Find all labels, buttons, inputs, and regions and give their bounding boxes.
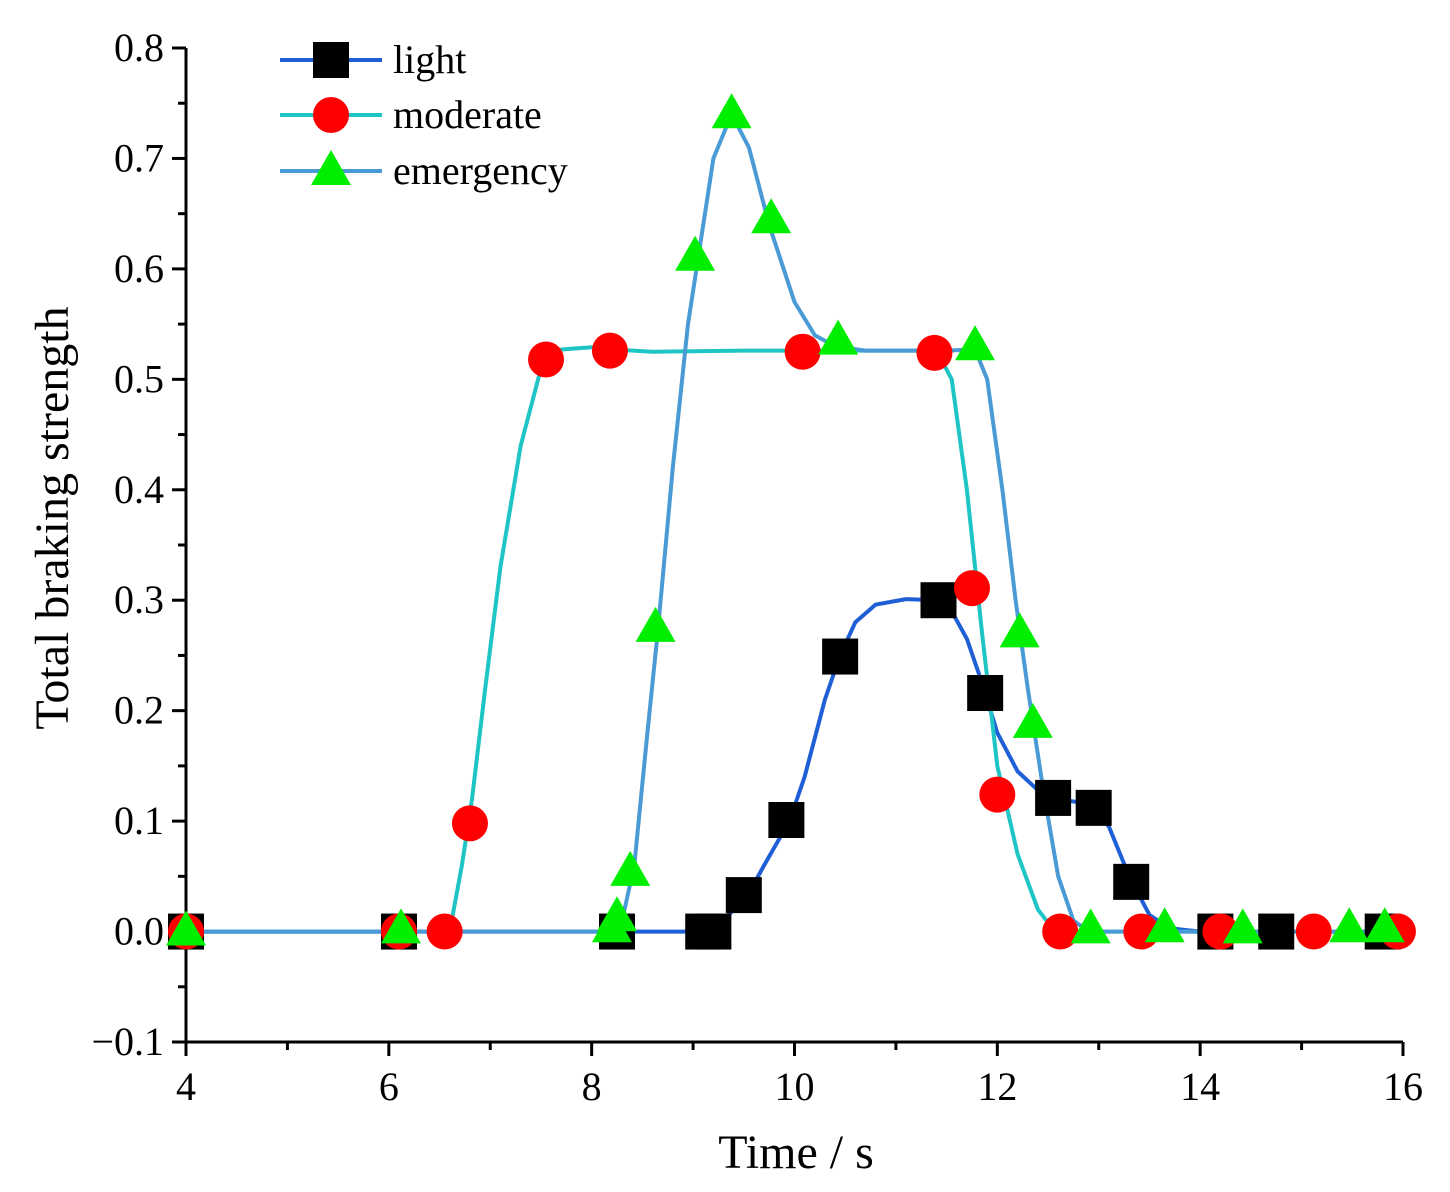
marker-emergency bbox=[166, 910, 206, 946]
marker-moderate bbox=[979, 776, 1016, 813]
marker-light bbox=[768, 802, 805, 839]
marker-moderate bbox=[451, 805, 488, 842]
legend-label-light: light bbox=[393, 37, 466, 82]
series-markers bbox=[166, 93, 1416, 950]
marker-light bbox=[695, 913, 732, 950]
y-tick-label: 0.7 bbox=[114, 135, 164, 180]
series-line-moderate bbox=[186, 345, 1403, 934]
marker-light bbox=[1258, 913, 1295, 950]
marker-emergency bbox=[675, 235, 716, 271]
x-axis-title: Time / s bbox=[718, 1126, 874, 1179]
marker-moderate bbox=[591, 332, 628, 369]
marker-emergency bbox=[751, 198, 792, 234]
y-tick-label: 0.5 bbox=[114, 356, 164, 401]
marker-emergency bbox=[1364, 907, 1405, 943]
marker-emergency bbox=[610, 850, 651, 886]
marker-moderate bbox=[1042, 913, 1079, 950]
y-tick-label: 0.1 bbox=[114, 798, 164, 843]
marker-light bbox=[967, 674, 1004, 711]
marker-light bbox=[1113, 863, 1150, 900]
marker-emergency bbox=[635, 606, 676, 642]
x-tick-label: 8 bbox=[582, 1064, 602, 1109]
marker-moderate bbox=[953, 570, 990, 607]
axis-ticks: 4 6 8 10 12 14 16 −0.1 0.0 0.1 0.2 0.3 0.4 0.5 0.6 0.7 0… bbox=[91, 25, 1423, 1109]
y-tick-label: 0.0 bbox=[114, 909, 164, 954]
series-line-light bbox=[186, 597, 1403, 934]
axes bbox=[184, 48, 1403, 1044]
y-axis-title: Total braking strength bbox=[26, 306, 79, 729]
legend-label-moderate: moderate bbox=[393, 92, 542, 137]
marker-emergency bbox=[999, 612, 1040, 648]
marker-emergency bbox=[1144, 907, 1185, 943]
marker-emergency bbox=[1012, 702, 1053, 738]
marker-moderate bbox=[528, 341, 565, 378]
marker-light bbox=[1075, 789, 1112, 826]
y-tick-label: 0.4 bbox=[114, 467, 164, 512]
legend-label-emergency: emergency bbox=[393, 148, 568, 193]
legend: light moderate emergency bbox=[280, 37, 568, 193]
marker-emergency bbox=[955, 325, 996, 361]
legend-marker-moderate bbox=[313, 97, 349, 133]
marker-moderate bbox=[916, 334, 953, 371]
x-tick-label: 14 bbox=[1180, 1064, 1220, 1109]
marker-emergency bbox=[711, 93, 752, 129]
x-tick-label: 10 bbox=[775, 1064, 815, 1109]
marker-emergency bbox=[1070, 908, 1111, 944]
marker-emergency bbox=[381, 908, 422, 944]
y-tick-label: 0.6 bbox=[114, 246, 164, 291]
marker-emergency bbox=[1329, 907, 1370, 943]
x-tick-label: 12 bbox=[977, 1064, 1017, 1109]
legend-marker-light bbox=[313, 42, 349, 78]
y-tick-label: 0.2 bbox=[114, 688, 164, 733]
x-tick-label: 6 bbox=[379, 1064, 399, 1109]
marker-emergency bbox=[1222, 908, 1263, 944]
marker-light bbox=[920, 582, 957, 619]
marker-light bbox=[1035, 779, 1072, 816]
y-tick-label: 0.3 bbox=[114, 577, 164, 622]
marker-emergency bbox=[818, 319, 859, 355]
x-tick-label: 16 bbox=[1383, 1064, 1423, 1109]
marker-moderate bbox=[784, 333, 821, 370]
x-tick-label: 4 bbox=[176, 1064, 196, 1109]
marker-light bbox=[725, 877, 762, 914]
y-tick-label: −0.1 bbox=[91, 1019, 164, 1064]
marker-moderate bbox=[426, 913, 463, 950]
marker-light bbox=[822, 638, 859, 675]
y-tick-label: 0.8 bbox=[114, 25, 164, 70]
marker-emergency bbox=[597, 896, 638, 932]
legend-marker-emergency bbox=[311, 150, 351, 185]
marker-moderate bbox=[1295, 913, 1332, 950]
